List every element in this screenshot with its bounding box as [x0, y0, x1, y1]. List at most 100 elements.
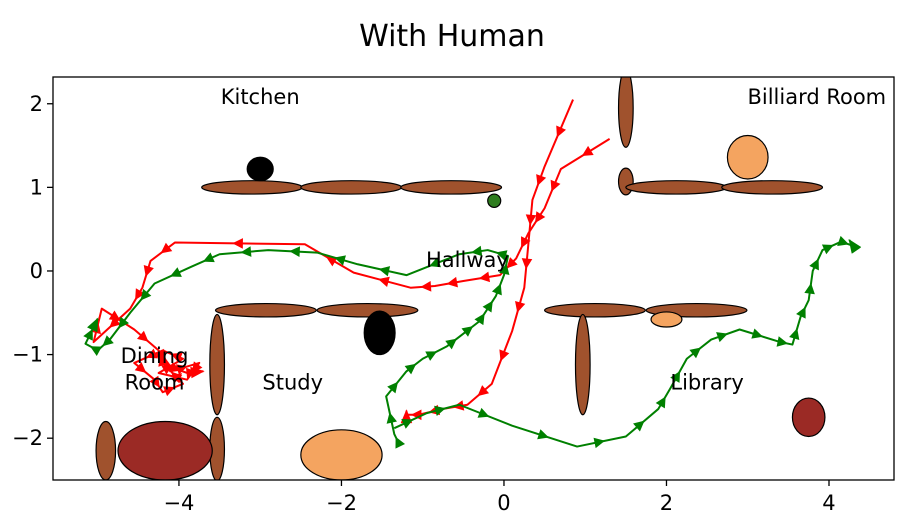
- trajectory-arrow: [461, 326, 474, 337]
- dark-red-table-dining: [117, 420, 213, 480]
- trajectory-arrow: [134, 362, 147, 373]
- trajectory-arrow: [425, 351, 438, 361]
- trajectory-arrow: [446, 276, 458, 288]
- trajectory-arrow: [140, 288, 152, 301]
- y-tick-label: 2: [30, 92, 43, 116]
- trajectory-arrow: [670, 370, 681, 383]
- chart-title: With Human: [359, 19, 545, 54]
- trajectory-arrow: [506, 257, 518, 269]
- wall-segment-7: [214, 302, 317, 318]
- trajectory-arrow: [537, 429, 549, 440]
- room-label: Kitchen: [221, 85, 300, 109]
- plot-frame: [52, 76, 895, 481]
- trajectory-arrow: [776, 336, 789, 347]
- trajectory-arrow: [689, 347, 702, 359]
- trajectory-arrow: [482, 300, 493, 313]
- y-tick-label: −1: [12, 343, 43, 367]
- trajectory-arrow: [445, 338, 457, 350]
- wall-segment-12: [543, 302, 646, 318]
- trajectory-arrow: [387, 381, 399, 394]
- trajectory-arrow: [386, 412, 398, 424]
- wall-segment-2: [400, 180, 503, 195]
- trajectory-arrow: [716, 332, 728, 343]
- wall-segment-14: [574, 313, 591, 416]
- x-axis: −4 −2 0 2 4: [163, 480, 836, 515]
- room-label: Dining: [121, 344, 189, 368]
- trajectory-arrow: [581, 145, 594, 157]
- trajectory-arrow: [593, 437, 606, 449]
- trajectory-arrow: [477, 385, 490, 397]
- trajectory-arrow: [404, 363, 417, 375]
- trajectory-arrow: [550, 179, 561, 192]
- trajectory-arrow: [146, 348, 158, 359]
- trajectory-arrow: [171, 371, 183, 383]
- trajectory-arrow: [136, 330, 149, 342]
- trajectory-arrow: [401, 419, 414, 429]
- trajectory-arrow: [163, 386, 175, 397]
- y-tick-label: −2: [12, 426, 43, 450]
- trajectory-arrow: [633, 420, 645, 432]
- trajectory-arrow: [169, 362, 181, 373]
- wall-segment-6: [721, 180, 824, 195]
- trajectory-arrow: [429, 257, 442, 268]
- x-tick-label: 4: [822, 491, 835, 515]
- trajectory-arrow: [837, 235, 849, 246]
- wall-segment-5: [625, 180, 728, 195]
- trajectory-layer: [83, 99, 862, 449]
- trajectory-arrow: [420, 280, 432, 292]
- wall-segment-3: [617, 77, 634, 148]
- x-tick-label: 0: [497, 491, 510, 515]
- trajectory-arrow: [789, 328, 800, 340]
- trajectory-arrow: [202, 252, 215, 263]
- trajectory-arrow: [515, 301, 526, 313]
- trajectory-arrow: [536, 174, 547, 186]
- trajectory-arrow: [495, 250, 508, 261]
- room-label: Library: [670, 371, 743, 395]
- trajectory-arrow: [434, 405, 446, 417]
- black-ball-kitchen: [246, 156, 274, 182]
- trajectory-arrow: [378, 276, 390, 287]
- trajectory-arrow: [232, 238, 243, 249]
- trajectory-end-arrow: [848, 238, 862, 254]
- y-tick-label: 0: [30, 259, 43, 283]
- objects-layer: [117, 134, 826, 480]
- room-label: Hallway: [426, 248, 509, 272]
- trajectory-arrow: [491, 283, 502, 296]
- trajectory-arrow: [102, 335, 114, 347]
- trajectory-arrow: [478, 271, 491, 283]
- walls-layer: [95, 77, 824, 480]
- trajectory-arrow: [521, 258, 533, 270]
- trajectory-arrow: [149, 375, 160, 388]
- trajectory-end-arrow: [190, 366, 205, 379]
- trajectory-arrow: [109, 316, 121, 328]
- wall-segment-11: [95, 420, 117, 480]
- green-dot: [487, 193, 502, 209]
- trajectory-arrow: [118, 316, 129, 329]
- trajectory-arrow: [535, 211, 546, 224]
- wall-segment-1: [300, 180, 403, 195]
- y-tick-label: 1: [30, 175, 43, 199]
- room-label: Study: [262, 371, 323, 395]
- wall-segment-8: [316, 302, 419, 318]
- trajectory-arrow: [161, 364, 174, 375]
- trajectory-arrow: [804, 283, 815, 295]
- trajectory-arrow: [796, 306, 806, 319]
- orange-table-study: [300, 429, 383, 480]
- trajectory-arrow: [474, 313, 485, 326]
- trajectory-arrow: [751, 328, 764, 339]
- x-tick-label: 2: [660, 491, 673, 515]
- trajectory-end-arrow: [87, 317, 99, 333]
- x-tick-label: −2: [326, 491, 357, 515]
- wall-segment-9: [209, 313, 226, 416]
- dark-red-ball-library: [791, 397, 826, 438]
- trajectory-arrow: [108, 310, 121, 321]
- black-ball-study: [363, 310, 396, 356]
- wall-segment-0: [201, 180, 304, 195]
- trajectory-arrow: [155, 348, 166, 361]
- trajectory-arrow: [477, 407, 490, 418]
- trajectory-arrow: [170, 352, 183, 363]
- trajectory-arrow: [470, 245, 483, 257]
- x-tick-label: −4: [163, 491, 194, 515]
- trajectory-arrow: [158, 354, 169, 367]
